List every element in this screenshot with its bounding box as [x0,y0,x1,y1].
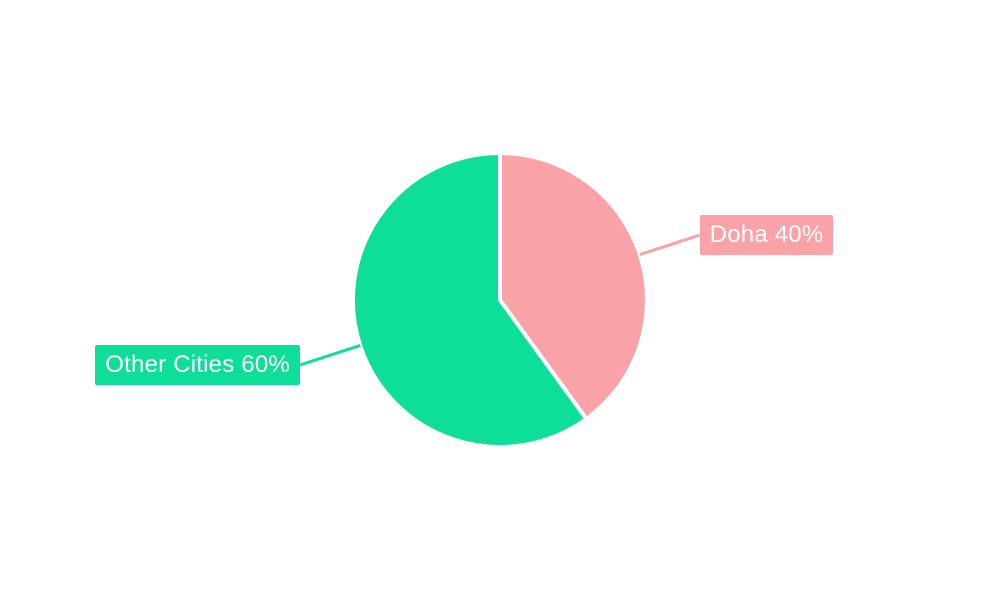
pie-slice-other-cities[interactable] [350,151,589,449]
pie-label-doha: Doha 40% [699,215,834,256]
leader-line-other-cities [299,343,361,367]
leader-line-doha [639,233,701,257]
pie-label-other-cities: Other Cities 60% [95,344,300,385]
pie-slice-doha[interactable] [498,151,649,421]
